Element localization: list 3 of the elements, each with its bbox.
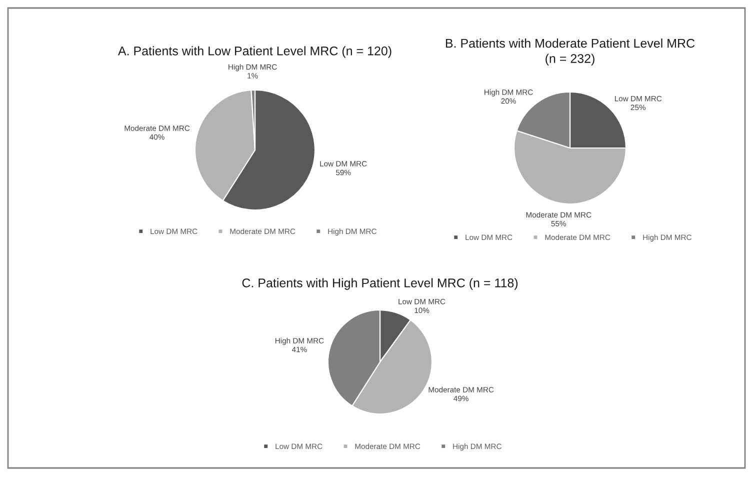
chart-title: B. Patients with Moderate Patient Level MRC (n = 232) [446,38,695,66]
chart-title: A. Patients with Low Patient Level MRC (n = 120) [118,46,392,58]
chart-title: C. Patients with High Patient Level MRC (n = 118) [242,278,518,290]
